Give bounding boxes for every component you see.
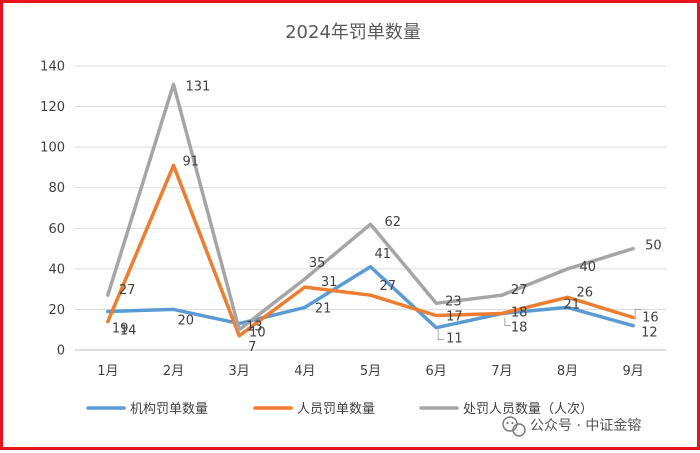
x-tick-label: 3月 xyxy=(229,364,250,379)
y-tick-label: 120 xyxy=(40,100,65,115)
data-label: 41 xyxy=(375,247,392,262)
data-label: 27 xyxy=(119,283,136,298)
series-line-2 xyxy=(106,82,635,332)
x-tick-label: 1月 xyxy=(97,364,118,379)
legend-label: 机构罚单数量 xyxy=(130,402,208,417)
data-labels: 19 20 13 21 41 11 18 21 12 14 91 7 31 27 17 18 26 16 27 131… xyxy=(112,79,662,355)
data-label: 21 xyxy=(315,301,332,316)
watermark-text: 公众号 · 中证金镕 xyxy=(530,418,641,434)
x-tick-label: 8月 xyxy=(557,364,578,379)
data-label: 17 xyxy=(446,310,463,325)
series-line-0 xyxy=(106,265,635,330)
leader-line xyxy=(437,329,445,341)
x-tick-label: 9月 xyxy=(623,364,644,379)
series-lines xyxy=(106,82,635,338)
y-tick-label: 100 xyxy=(40,141,65,156)
x-tick-label: 6月 xyxy=(426,364,447,379)
series-line-1 xyxy=(106,163,635,338)
y-tick-label: 60 xyxy=(48,222,65,237)
watermark: 公众号 · 中证金镕 xyxy=(502,416,641,437)
leader-line xyxy=(634,309,642,320)
data-label: 18 xyxy=(511,320,528,335)
y-axis-ticks: 0 20 40 60 80 100 120 140 xyxy=(40,60,65,359)
data-label: 62 xyxy=(385,215,402,230)
data-label: 18 xyxy=(511,305,528,320)
legend-label: 处罚人员数量（人次） xyxy=(463,401,593,417)
y-tick-label: 80 xyxy=(48,181,65,196)
chart-title: 2024年罚单数量 xyxy=(285,22,421,43)
data-label: 50 xyxy=(645,239,662,254)
data-label: 16 xyxy=(642,311,659,326)
x-tick-label: 2月 xyxy=(163,364,184,379)
data-label: 21 xyxy=(564,297,581,312)
x-tick-label: 7月 xyxy=(491,364,512,379)
data-label: 35 xyxy=(309,256,326,271)
data-label: 14 xyxy=(120,324,137,339)
x-tick-label: 4月 xyxy=(294,364,315,379)
data-label: 131 xyxy=(186,79,211,94)
wechat-icon xyxy=(502,416,526,437)
legend: 机构罚单数量 人员罚单数量 处罚人员数量（人次） xyxy=(86,401,593,417)
y-tick-label: 0 xyxy=(57,344,65,359)
legend-label: 人员罚单数量 xyxy=(297,402,375,417)
data-label: 20 xyxy=(178,313,195,328)
data-label: 27 xyxy=(380,279,397,294)
data-label: 11 xyxy=(446,332,463,347)
x-tick-label: 5月 xyxy=(360,364,381,379)
data-label: 7 xyxy=(248,340,256,355)
leader-line xyxy=(504,317,511,326)
data-label: 26 xyxy=(577,285,594,300)
data-label: 19 xyxy=(112,321,129,336)
data-label: 23 xyxy=(445,294,462,309)
data-label: 10 xyxy=(249,326,266,341)
y-tick-label: 40 xyxy=(48,262,65,277)
data-label: 31 xyxy=(321,275,338,290)
y-tick-label: 20 xyxy=(48,303,65,318)
line-chart: 2024年罚单数量 0 20 40 60 80 100 120 140 1月 2月 3月 4月 5月 6… xyxy=(40,22,666,437)
data-label: 12 xyxy=(641,326,658,341)
data-label: 40 xyxy=(580,260,597,275)
y-tick-label: 140 xyxy=(40,60,65,75)
data-label: 13 xyxy=(246,320,263,335)
data-label: 91 xyxy=(183,154,200,169)
data-label: 27 xyxy=(511,283,528,298)
x-axis-ticks: 1月 2月 3月 4月 5月 6月 7月 8月 9月 xyxy=(97,364,644,379)
